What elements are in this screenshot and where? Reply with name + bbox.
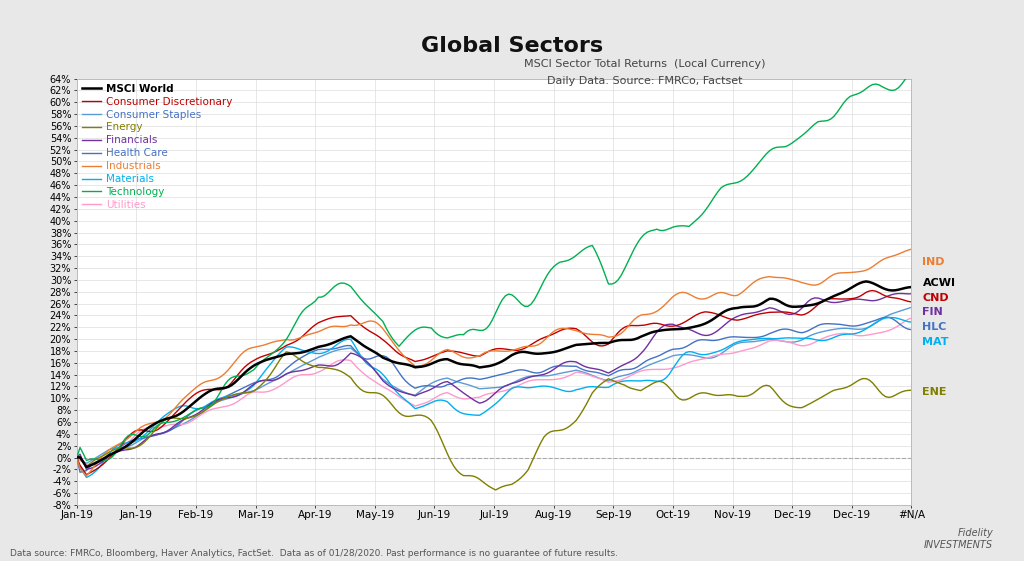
Text: FIN: FIN (923, 307, 943, 318)
Text: Daily Data. Source: FMRCo, Factset: Daily Data. Source: FMRCo, Factset (548, 76, 742, 86)
Text: ENE: ENE (923, 388, 947, 397)
Text: HLC: HLC (923, 322, 947, 332)
Text: CND: CND (923, 293, 949, 302)
Text: MSCI Sector Total Returns  (Local Currency): MSCI Sector Total Returns (Local Currenc… (524, 59, 766, 69)
Text: Data source: FMRCo, Bloomberg, Haver Analytics, FactSet.  Data as of 01/28/2020.: Data source: FMRCo, Bloomberg, Haver Ana… (10, 549, 618, 558)
Text: Global Sectors: Global Sectors (421, 36, 603, 57)
Text: Fidelity
INVESTMENTS: Fidelity INVESTMENTS (924, 528, 993, 550)
Text: ACWI: ACWI (923, 278, 955, 288)
Text: IND: IND (923, 257, 945, 267)
Legend: MSCI World, Consumer Discretionary, Consumer Staples, Energy, Financials, Health: MSCI World, Consumer Discretionary, Cons… (82, 84, 232, 210)
Text: MAT: MAT (923, 337, 949, 347)
